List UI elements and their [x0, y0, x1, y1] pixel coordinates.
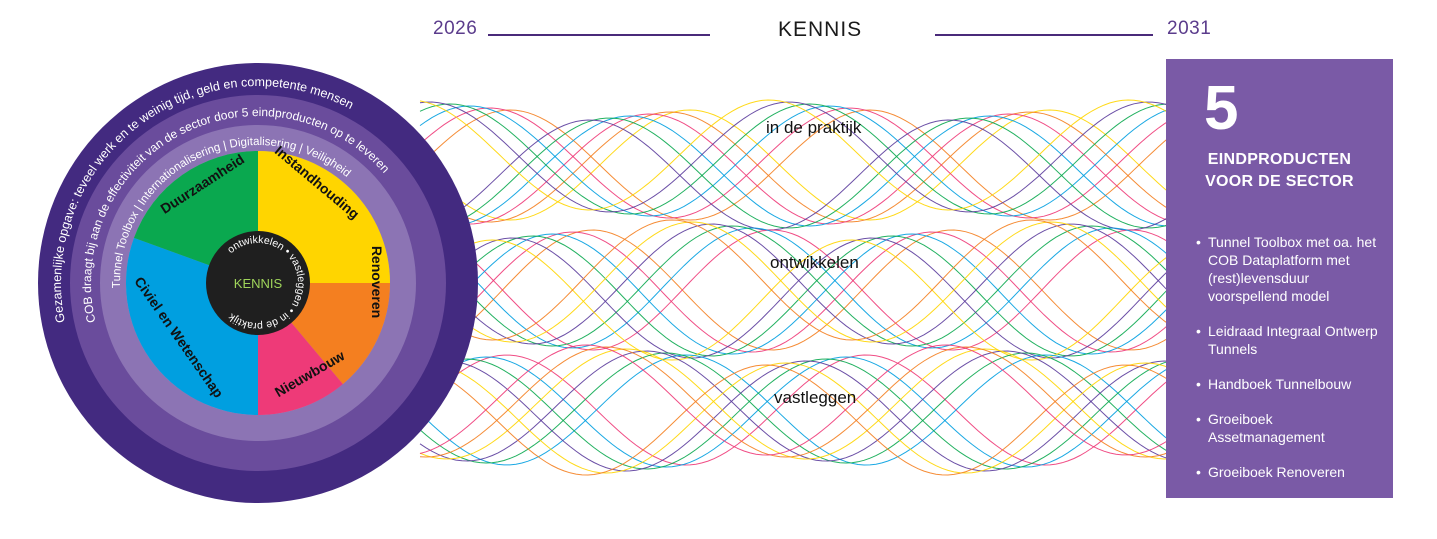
- wave-line: [419, 354, 1171, 466]
- segment-label: Renoveren: [369, 246, 385, 318]
- wave-line: [419, 109, 1171, 221]
- product-item: Handboek Tunnelbouw: [1196, 375, 1386, 393]
- wave-line: [419, 221, 1171, 343]
- wave-line: [419, 229, 1171, 351]
- wave-line: [419, 356, 1171, 468]
- wave-line: [419, 99, 1171, 211]
- wave-label-vastleggen: vastleggen: [774, 388, 857, 407]
- wave-line: [419, 348, 1171, 460]
- products-count: 5: [1204, 74, 1239, 143]
- center-label: KENNIS: [234, 276, 283, 291]
- wave-line: [419, 101, 1171, 213]
- wave-line: [419, 113, 1171, 225]
- wave-line: [419, 229, 1171, 351]
- wave-line: [419, 237, 1171, 359]
- wave-line: [419, 354, 1171, 466]
- year-start: 2026: [433, 18, 478, 39]
- wave-line: [419, 362, 1171, 474]
- wave-line: [419, 231, 1171, 353]
- wave-line: [419, 105, 1171, 217]
- wave-line: [419, 219, 1171, 341]
- products-list: Tunnel Toolbox met oa. het COB Dataplatf…: [1196, 233, 1386, 498]
- wave-line: [419, 239, 1171, 361]
- wave-line: [419, 233, 1171, 355]
- year-end: 2031: [1167, 18, 1212, 39]
- product-item: Tunnel Toolbox met oa. het COB Dataplatf…: [1196, 233, 1386, 305]
- products-panel: 5 EINDPRODUCTEN VOOR DE SECTOR Tunnel To…: [1166, 59, 1393, 498]
- wave-line: [419, 350, 1171, 462]
- product-item: Leidraad Integraal Ontwerp Tunnels: [1196, 322, 1386, 358]
- products-heading-line1: EINDPRODUCTEN: [1207, 151, 1352, 168]
- timeline-left-line: [488, 34, 710, 36]
- wave-line: [419, 358, 1171, 470]
- page-title: KENNIS: [778, 18, 863, 41]
- wave-label-praktijk: in de praktijk: [766, 118, 862, 137]
- wave-line: [419, 235, 1171, 357]
- center-circle: [206, 231, 310, 335]
- wave-line: [419, 227, 1171, 349]
- wave-label-ontwikkelen: ontwikkelen: [770, 253, 859, 272]
- wave-line: [419, 352, 1171, 464]
- wave-line: [419, 225, 1171, 347]
- wave-line: [419, 119, 1171, 231]
- kennis-wheel: Gezamenlijke opgave: teveel werk en te w…: [38, 63, 478, 503]
- wave-line: [419, 346, 1171, 458]
- wave-line: [419, 109, 1171, 221]
- wave-line: [419, 344, 1171, 456]
- products-heading: EINDPRODUCTEN VOOR DE SECTOR: [1166, 149, 1393, 193]
- products-heading-line2: VOOR DE SECTOR: [1205, 173, 1354, 190]
- wave-line: [419, 111, 1171, 223]
- wave-line: [419, 360, 1171, 472]
- product-item: Groeiboek Renoveren: [1196, 463, 1386, 481]
- product-item: Groeiboek Assetmanagement: [1196, 410, 1386, 446]
- wave-line: [419, 107, 1171, 219]
- wave-line: [419, 117, 1171, 229]
- wave-line: [419, 364, 1171, 476]
- wave-line: [419, 223, 1171, 345]
- timeline-right-line: [935, 34, 1153, 36]
